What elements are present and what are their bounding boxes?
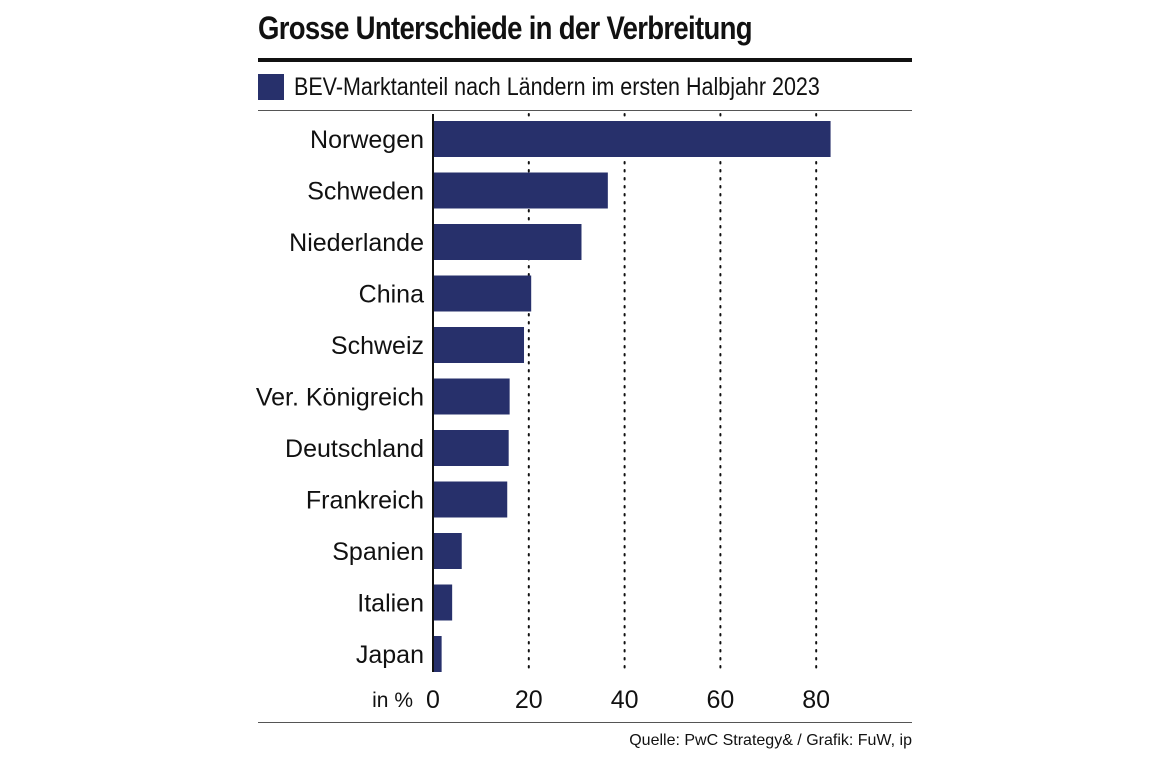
x-tick-label: 60 xyxy=(706,686,734,714)
x-axis-unit-label: in % xyxy=(372,689,413,712)
legend: BEV-Marktanteil nach Ländern im ersten H… xyxy=(258,70,905,104)
bar-spanien xyxy=(433,533,462,569)
bar-frankreich xyxy=(433,481,508,518)
x-tick-label: 0 xyxy=(426,686,440,714)
x-tick-label: 80 xyxy=(802,686,830,714)
bar-deutschland xyxy=(433,430,509,466)
category-label: Japan xyxy=(356,641,424,669)
category-label: Frankreich xyxy=(306,487,424,515)
legend-label: BEV-Marktanteil nach Ländern im ersten H… xyxy=(294,72,820,101)
category-label: Norwegen xyxy=(310,126,424,154)
category-label: Spanien xyxy=(332,538,424,566)
x-tick-label: 20 xyxy=(515,686,543,714)
source-note: Quelle: PwC Strategy& / Grafik: FuW, ip xyxy=(629,732,912,749)
footer-rule xyxy=(258,722,912,723)
category-label: Niederlande xyxy=(289,229,424,257)
bar-niederlande xyxy=(433,224,582,260)
bar-norwegen xyxy=(433,121,831,157)
category-label: Ver. Königreich xyxy=(256,384,424,412)
legend-rule xyxy=(258,110,912,111)
bar-ver-k-nigreich xyxy=(433,378,510,415)
legend-swatch xyxy=(258,74,284,100)
bar-japan xyxy=(433,636,442,672)
category-label: Deutschland xyxy=(285,435,424,463)
bar-schweiz xyxy=(433,327,525,363)
chart-title: Grosse Unterschiede in der Verbreitung xyxy=(258,10,753,46)
bar-schweden xyxy=(433,172,608,209)
category-label: China xyxy=(359,281,424,309)
category-label: Schweiz xyxy=(331,332,424,360)
bar-italien xyxy=(433,584,453,621)
x-tick-label: 40 xyxy=(611,686,639,714)
category-label: Italien xyxy=(357,590,424,618)
title-rule xyxy=(258,58,912,62)
bar-china xyxy=(433,275,532,312)
category-label: Schweden xyxy=(307,178,424,206)
